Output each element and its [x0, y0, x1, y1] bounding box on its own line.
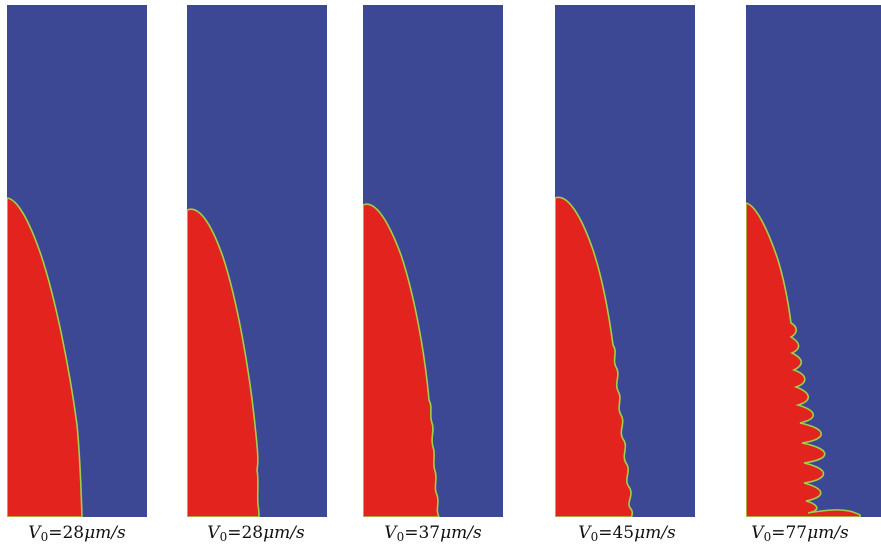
phase-field-5	[746, 5, 881, 517]
velocity-label-1: V0=28μm/s	[28, 523, 126, 544]
phase-field-1	[7, 5, 147, 517]
velocity-label-5: V0=77μm/s	[751, 523, 849, 544]
simulation-panel-2	[187, 5, 327, 517]
simulation-panel-4	[555, 5, 695, 517]
simulation-panel-1	[7, 5, 147, 517]
solid-region	[7, 197, 83, 517]
simulation-panel-5	[746, 5, 881, 517]
phase-field-3	[363, 5, 503, 517]
velocity-label-4: V0=45μm/s	[578, 523, 676, 544]
phase-field-2	[187, 5, 327, 517]
solid-region	[363, 203, 440, 517]
velocity-label-2: V0=28μm/s	[207, 523, 305, 544]
simulation-panel-3	[363, 5, 503, 517]
velocity-label-3: V0=37μm/s	[384, 523, 482, 544]
solid-region	[746, 202, 861, 517]
solid-region	[187, 208, 260, 517]
phase-field-4	[555, 5, 695, 517]
solid-region	[555, 196, 634, 517]
